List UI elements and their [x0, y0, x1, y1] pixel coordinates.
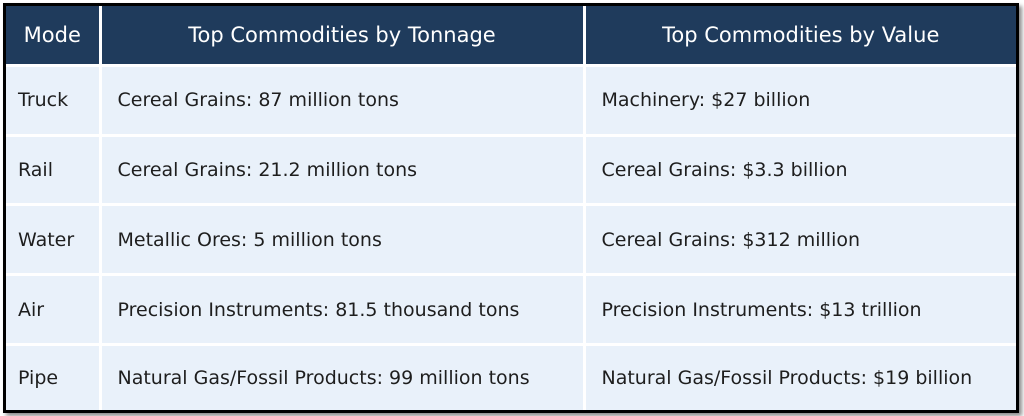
commodity-cell: Cereal Grains: $312 million [584, 204, 1016, 277]
mode-cell: Rail [6, 135, 102, 207]
header-cell: Mode [6, 6, 102, 67]
mode-cell: Truck [6, 65, 102, 137]
commodity-cell: Precision Instruments: $13 trillion [584, 274, 1016, 346]
table-body: Truck Cereal Grains: 87 million tons Machi… [6, 65, 1016, 410]
commodity-cell: Metallic Ores: 5 million tons [100, 204, 586, 277]
header-cell: Top Commodities by Tonnage [100, 6, 586, 67]
commodity-cell: Natural Gas/Fossil Products: 99 million … [100, 344, 586, 410]
commodity-cell: Cereal Grains: 21.2 million tons [100, 135, 586, 207]
table-row: Rail Cereal Grains: 21.2 million tons Cere… [6, 135, 1016, 207]
commodity-cell: Natural Gas/Fossil Products: $19 billion [601, 366, 973, 389]
mode-cell: Air [6, 274, 102, 346]
mode-cell: Pipe [6, 344, 102, 410]
table-row: Truck Cereal Grains: 87 million tons Machi… [6, 65, 1016, 137]
commodity-table: Mode Top Commodities by Tonnage Top Commod… [6, 6, 1016, 410]
commodity-cell: Cereal Grains: 87 million tons [100, 65, 586, 137]
mode-cell: Water [6, 204, 102, 277]
table-row: Water Metallic Ores: 5 million tons Cereal… [6, 204, 1016, 277]
commodity-cell: Precision Instruments: 81.5 thousand ton… [100, 274, 586, 346]
table-frame: Mode Top Commodities by Tonnage Top Commod… [3, 3, 1019, 413]
commodity-cell: Machinery: $27 billion [584, 65, 1016, 137]
header-cell: Top Commodities by Value [584, 6, 1016, 67]
table-row: Pipe Natural Gas/Fossil Products: 99 mill… [6, 344, 1016, 410]
header-row: Mode Top Commodities by Tonnage Top Commod… [6, 6, 1016, 67]
table-row: Air Precision Instruments: 81.5 thousand … [6, 274, 1016, 346]
commodity-cell: Cereal Grains: $3.3 billion [584, 135, 1016, 207]
